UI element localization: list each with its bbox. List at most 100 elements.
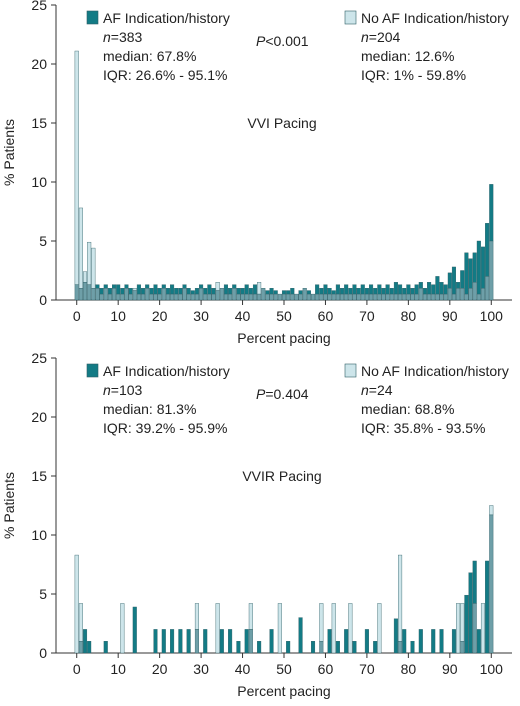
legend-no-af-stat: median: 68.8% (361, 401, 454, 417)
overlap-bar (369, 293, 374, 301)
y-tick-label: 25 (31, 0, 47, 13)
legend-swatch-no-af (344, 10, 357, 25)
af-bar (257, 641, 262, 654)
overlap-bar (116, 293, 121, 301)
legend-label-no-af: No AF Indication/history (361, 363, 509, 379)
no-af-bar (460, 603, 465, 642)
overlap-bar (194, 293, 199, 301)
af-bar (418, 282, 423, 289)
legend-af-stat: median: 81.3% (103, 401, 196, 417)
af-bar (203, 288, 208, 295)
overlap-bar (348, 293, 353, 301)
overlap-bar (215, 290, 220, 301)
legend-af-stat: IQR: 26.6% - 95.1% (103, 67, 228, 83)
overlap-bar (398, 293, 403, 301)
overlap-bar (447, 288, 452, 301)
legend-no-af-n-rest: =24 (369, 382, 393, 398)
af-bar (373, 641, 378, 654)
overlap-bar (211, 293, 216, 301)
af-bar (103, 641, 108, 654)
af-bar (389, 288, 394, 295)
x-tick-label: 60 (318, 661, 334, 677)
af-bar (207, 284, 212, 295)
overlap-bar (472, 603, 477, 654)
x-tick-label: 80 (401, 661, 417, 677)
af-bar (422, 288, 427, 295)
overlap-bar (107, 293, 112, 301)
af-bar (244, 629, 249, 654)
y-tick-label: 20 (31, 409, 47, 425)
overlap-bar (398, 641, 403, 654)
legend-af-n-rest: =103 (111, 382, 143, 398)
overlap-bar (319, 293, 324, 301)
af-bar (103, 284, 108, 289)
overlap-bar (145, 288, 150, 301)
overlap-bar (352, 293, 357, 301)
overlap-bar (406, 293, 411, 301)
x-tick-label: 10 (110, 308, 126, 324)
af-bar (170, 284, 175, 295)
af-bar (174, 288, 179, 295)
af-bar (472, 252, 477, 283)
af-bar (286, 290, 291, 295)
af-bar (485, 223, 490, 277)
overlap-bar (203, 293, 208, 301)
af-bar (149, 288, 154, 295)
af-bar (476, 629, 481, 654)
x-tick-label: 0 (73, 661, 81, 677)
af-bar (186, 288, 191, 295)
x-tick-label: 0 (73, 308, 81, 324)
x-tick-label: 30 (193, 308, 209, 324)
legend-af-n-rest: =383 (111, 29, 143, 45)
af-bar (398, 284, 403, 295)
no-af-bar (277, 603, 282, 654)
legend-swatch-no-af (344, 363, 357, 378)
overlap-bar (261, 288, 266, 301)
af-bar (87, 641, 92, 654)
overlap-bar (161, 288, 166, 301)
af-bar (468, 572, 473, 654)
x-tick-label: 100 (480, 308, 504, 324)
x-axis-label: Percent pacing (237, 330, 330, 346)
legend-no-af-stat: IQR: 1% - 59.8% (361, 67, 466, 83)
overlap-bar (252, 293, 258, 301)
x-tick-label: 20 (152, 308, 168, 324)
af-bar (447, 272, 452, 289)
overlap-bar (236, 293, 241, 301)
overlap-bar (460, 288, 465, 301)
af-bar (186, 629, 191, 654)
af-bar (211, 288, 216, 295)
overlap-bar (78, 288, 83, 301)
overlap-bar (385, 293, 390, 301)
no-af-bar (91, 247, 96, 289)
overlap-bar (103, 288, 108, 301)
af-bar (132, 606, 137, 654)
af-bar (319, 288, 324, 295)
af-bar (141, 288, 146, 295)
overlap-bar (91, 288, 96, 301)
overlap-bar (128, 293, 133, 301)
af-bar (340, 288, 345, 295)
af-bar (286, 641, 291, 654)
af-bar (402, 629, 407, 654)
overlap-bar (489, 514, 494, 654)
overlap-bar (223, 293, 228, 301)
no-af-bar (248, 603, 253, 630)
af-bar (464, 252, 469, 295)
legend-swatch-af (86, 363, 99, 378)
af-bar (265, 290, 270, 295)
vvir-pacing-chart: 0 5 10 15 20 25 0 10 20 30 40 50 60 70 80 90 100 Percent … (1, 353, 512, 699)
af-bar (485, 560, 490, 654)
legend-af-n: n=383 (103, 29, 143, 45)
overlap-bar (232, 288, 237, 301)
overlap-bar (290, 293, 295, 301)
af-bar (327, 288, 332, 295)
legend-no-af-n-rest: =204 (369, 29, 401, 45)
overlap-bar (273, 293, 278, 301)
af-bar (480, 246, 486, 289)
af-bar (431, 629, 436, 654)
legend-af-n-italic: n (103, 29, 111, 45)
overlap-bar (286, 293, 291, 301)
no-af-bar (78, 207, 83, 289)
overlap-bar (360, 293, 365, 301)
